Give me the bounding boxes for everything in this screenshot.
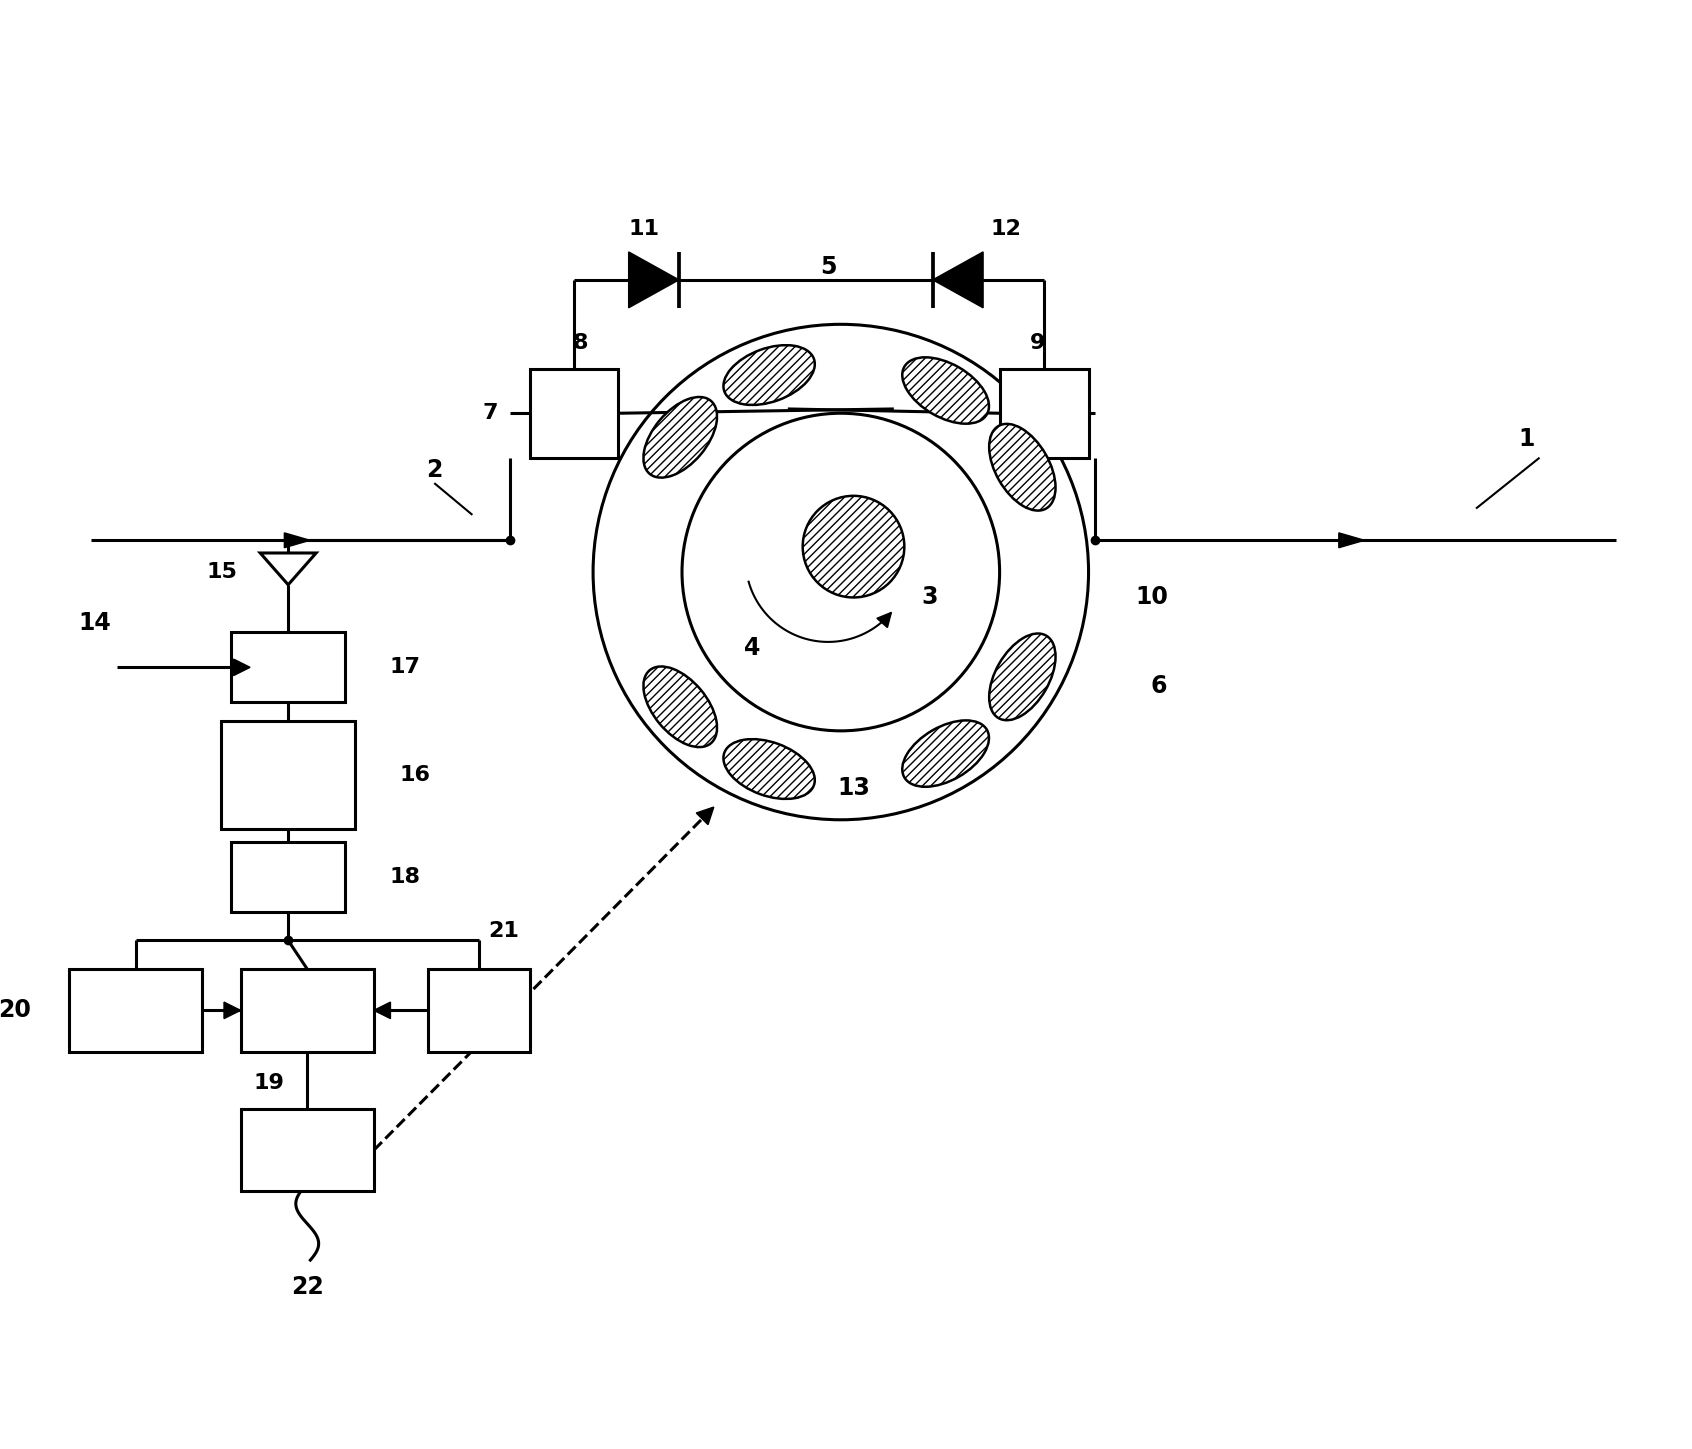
Polygon shape [374,1003,391,1019]
Text: 3: 3 [922,585,937,610]
Text: 20: 20 [0,998,30,1023]
Polygon shape [1338,533,1364,548]
Text: 6: 6 [1151,674,1167,698]
Text: 1: 1 [1519,426,1535,451]
Ellipse shape [724,739,816,798]
Text: 12: 12 [990,219,1022,239]
Bar [428,969,530,1052]
Text: 17: 17 [389,658,421,677]
Text: 2: 2 [426,458,443,483]
Bar [232,842,345,911]
Text: 22: 22 [291,1275,323,1298]
Bar [240,1108,374,1191]
Ellipse shape [643,397,717,478]
Ellipse shape [990,425,1056,510]
Polygon shape [284,533,310,548]
Text: 9: 9 [1030,333,1046,354]
Text: 10: 10 [1135,585,1169,610]
Bar [232,632,345,703]
Bar [222,722,355,829]
Bar [240,969,374,1052]
Text: 16: 16 [399,765,430,785]
Text: 8: 8 [572,333,589,354]
Text: 4: 4 [744,636,760,661]
Ellipse shape [643,667,717,748]
Circle shape [594,325,1088,820]
Polygon shape [629,252,678,307]
Ellipse shape [724,345,816,404]
Bar [69,969,203,1052]
Text: 7: 7 [482,403,497,423]
Text: 14: 14 [78,611,112,635]
Text: 13: 13 [838,777,870,800]
Ellipse shape [990,633,1056,720]
Text: 19: 19 [254,1074,284,1094]
Text: 18: 18 [389,867,421,887]
Polygon shape [223,1003,240,1019]
Polygon shape [876,613,892,627]
Polygon shape [697,807,714,824]
Text: 11: 11 [628,219,660,239]
Ellipse shape [902,358,990,423]
Ellipse shape [902,720,990,787]
Text: 5: 5 [821,255,836,280]
Circle shape [802,496,904,597]
Polygon shape [233,659,250,675]
Polygon shape [261,554,316,585]
Bar [530,369,619,458]
Text: 15: 15 [206,562,237,582]
Text: 21: 21 [489,922,519,940]
Circle shape [682,413,1000,730]
Polygon shape [932,252,983,307]
Bar [1000,369,1088,458]
